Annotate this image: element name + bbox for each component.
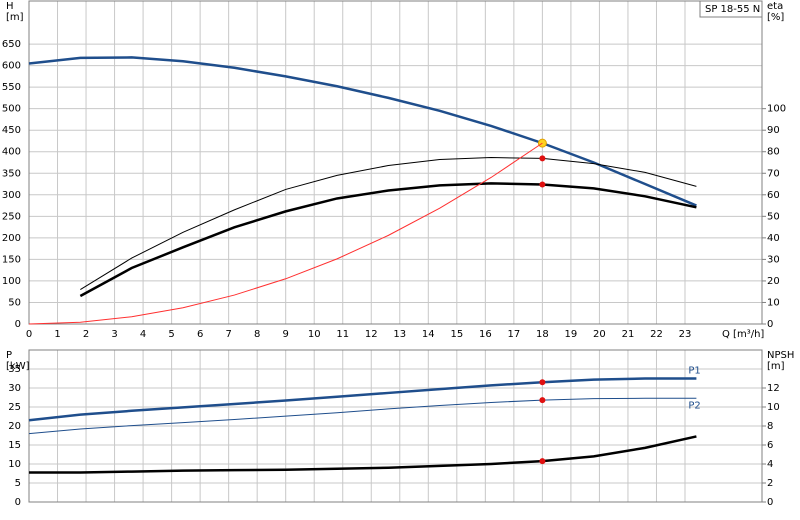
- y-tick-label: 25: [8, 402, 21, 413]
- y2-axis-unit: [m]: [767, 361, 785, 372]
- x-tick-label: 7: [225, 329, 231, 340]
- y-tick-label: 5: [15, 478, 21, 489]
- y2-tick-label: 10: [767, 402, 780, 413]
- x-tick-label: 5: [168, 329, 174, 340]
- y2-tick-label: 50: [767, 211, 780, 222]
- y-tick-label: 100: [2, 276, 21, 287]
- x-tick-label: 18: [536, 329, 549, 340]
- y2-tick-label: 80: [767, 147, 780, 158]
- curve: [28, 142, 543, 325]
- x-tick-label: 2: [83, 329, 89, 340]
- x-tick-label: 9: [283, 329, 289, 340]
- x-tick-label: 20: [593, 329, 606, 340]
- y2-tick-label: 60: [767, 190, 780, 201]
- x-tick-label: 10: [308, 329, 321, 340]
- y-tick-label: 0: [15, 497, 21, 508]
- x-tick-label: 0: [26, 329, 32, 340]
- x-tick-label: 22: [650, 329, 663, 340]
- y-tick-label: 600: [2, 61, 21, 72]
- x-tick-label: 14: [422, 329, 435, 340]
- curve: [28, 56, 697, 207]
- y2-tick-label: 0: [767, 497, 773, 508]
- x-tick-label: 19: [565, 329, 578, 340]
- y-axis-unit: [kW]: [6, 361, 30, 372]
- y-tick-label: 30: [8, 383, 21, 394]
- y-tick-label: 200: [2, 233, 21, 244]
- y2-tick-label: 2: [767, 478, 773, 489]
- x-tick-label: 1: [54, 329, 60, 340]
- curve: [79, 182, 697, 298]
- y2-tick-label: 4: [767, 459, 773, 470]
- y2-tick-label: 8: [767, 421, 773, 432]
- y-tick-label: 35: [8, 364, 21, 375]
- y-tick-label: 250: [2, 211, 21, 222]
- y2-axis-label: eta: [767, 1, 783, 12]
- plot-frame: [28, 349, 763, 503]
- x-tick-label: 17: [507, 329, 520, 340]
- x-tick-label: 6: [197, 329, 203, 340]
- curve: [29, 435, 697, 474]
- x-tick-label: 23: [679, 329, 692, 340]
- chart-title: SP 18-55 N: [705, 4, 760, 15]
- x-tick-label: 8: [254, 329, 260, 340]
- curve: [28, 377, 697, 422]
- x-tick-label: 13: [393, 329, 406, 340]
- y-axis-unit: [m]: [6, 12, 24, 23]
- title-box: [699, 0, 763, 18]
- y-tick-label: 20: [8, 421, 21, 432]
- y-tick-label: 50: [8, 297, 21, 308]
- y-tick-label: 400: [2, 147, 21, 158]
- plot-frame: [28, 0, 763, 325]
- y-tick-label: 150: [2, 254, 21, 265]
- y2-axis-unit: [%]: [767, 12, 784, 23]
- x-tick-label: 12: [365, 329, 378, 340]
- x-tick-label: 3: [111, 329, 117, 340]
- y2-tick-label: 20: [767, 276, 780, 287]
- duty-point: [539, 155, 546, 162]
- y-tick-label: 10: [8, 459, 21, 470]
- series-label: P1: [688, 366, 700, 377]
- y-tick-label: 500: [2, 104, 21, 115]
- y2-tick-label: 70: [767, 168, 780, 179]
- y2-tick-label: 100: [767, 104, 786, 115]
- duty-point: [539, 397, 546, 404]
- curve: [28, 397, 697, 435]
- duty-point: [539, 379, 546, 386]
- y-tick-label: 15: [8, 440, 21, 451]
- y-axis-label: P: [6, 350, 12, 361]
- y-axis-label: H: [6, 1, 14, 12]
- y-tick-label: 300: [2, 190, 21, 201]
- y2-tick-label: 90: [767, 125, 780, 136]
- duty-point: [539, 458, 546, 465]
- y2-tick-label: 40: [767, 233, 780, 244]
- y2-tick-label: 0: [767, 319, 773, 330]
- y2-tick-label: 30: [767, 254, 780, 265]
- x-axis-label: Q [m³/h]: [722, 329, 764, 340]
- x-tick-label: 21: [622, 329, 635, 340]
- duty-point: [539, 181, 546, 188]
- y2-tick-label: 6: [767, 440, 773, 451]
- series-label: P2: [688, 400, 700, 411]
- y2-tick-label: 10: [767, 297, 780, 308]
- x-tick-label: 16: [479, 329, 492, 340]
- curve: [80, 157, 697, 290]
- y-tick-label: 0: [15, 319, 21, 330]
- y2-tick-label: 12: [767, 383, 780, 394]
- y2-axis-label: NPSH: [767, 350, 794, 361]
- y-tick-label: 550: [2, 82, 21, 93]
- y-tick-label: 350: [2, 168, 21, 179]
- x-tick-label: 15: [450, 329, 463, 340]
- y-tick-label: 450: [2, 125, 21, 136]
- y-tick-label: 650: [2, 39, 21, 50]
- x-tick-label: 4: [140, 329, 146, 340]
- x-tick-label: 11: [336, 329, 349, 340]
